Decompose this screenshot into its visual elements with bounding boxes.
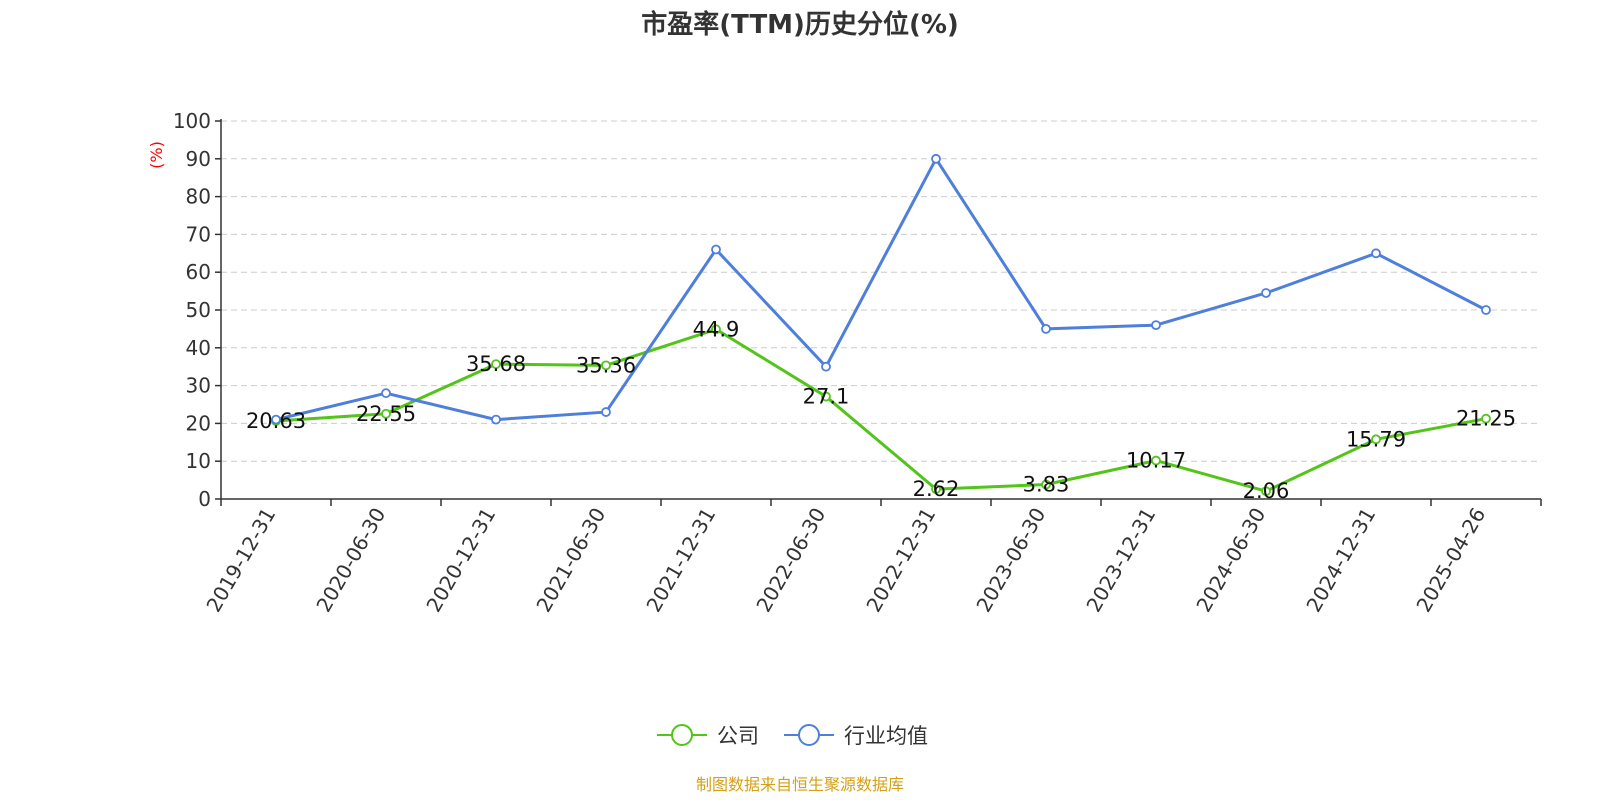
data-point	[821, 391, 831, 402]
data-label: 27.1	[803, 385, 850, 409]
legend-item-0[interactable]: 公司	[657, 724, 759, 748]
data-label: 21.25	[1456, 407, 1516, 431]
data-label: 22.55	[356, 402, 416, 426]
data-point	[601, 360, 611, 371]
x-tick-label: 2023-06-30	[971, 504, 1050, 617]
data-point	[711, 324, 721, 335]
x-tick-label: 2021-12-31	[641, 504, 720, 617]
x-tick-label: 2024-06-30	[1191, 504, 1270, 617]
y-tick-label: 60	[186, 260, 211, 284]
data-point	[931, 484, 941, 494]
grid-lines	[221, 120, 1541, 462]
legend-marker	[798, 724, 820, 746]
data-point	[1481, 305, 1491, 315]
series-line	[275, 157, 1487, 422]
data-point	[381, 408, 391, 419]
x-tick-label: 2022-06-30	[751, 504, 830, 617]
y-tick-label: 30	[186, 374, 211, 398]
source-note: 制图数据来自恒生聚源数据库	[696, 775, 904, 794]
data-point	[1151, 455, 1161, 466]
y-tick-label: 90	[186, 147, 211, 171]
legend-item-1[interactable]: 行业均值	[784, 724, 928, 748]
data-label: 35.68	[466, 352, 526, 376]
y-axis-unit-label: (%)	[147, 141, 166, 169]
series-line	[275, 327, 1487, 493]
data-point	[1371, 434, 1381, 445]
x-tick-label: 2022-12-31	[861, 504, 940, 617]
data-point	[271, 414, 281, 425]
data-point	[491, 359, 501, 370]
legend-marker	[671, 724, 693, 746]
y-tick-label: 50	[186, 298, 211, 322]
y-tick-label: 70	[186, 222, 211, 246]
data-point	[1371, 248, 1381, 259]
data-label: 15.79	[1346, 427, 1406, 451]
data-label: 3.83	[1023, 473, 1070, 497]
chart-title: 市盈率(TTM)历史分位(%)	[641, 9, 959, 40]
y-tick-label: 20	[186, 411, 211, 435]
x-tick-label: 2020-06-30	[311, 504, 390, 617]
data-label: 10.17	[1126, 449, 1186, 473]
y-tick-label: 100	[173, 109, 211, 133]
data-point	[1151, 320, 1161, 331]
data-label: 20.63	[246, 409, 306, 433]
series-layer	[271, 153, 1491, 497]
data-label: 44.9	[693, 317, 740, 341]
data-point	[821, 361, 831, 372]
y-tick-label: 0	[198, 487, 211, 511]
data-point	[601, 407, 611, 417]
data-point	[1261, 486, 1271, 497]
axes: 0 10 20 30 40 50 60 70 80 90 100 2019-12-31 2020-06-…	[173, 109, 1542, 617]
x-tick-label: 2021-06-30	[531, 504, 610, 617]
data-point	[931, 153, 941, 164]
data-labels: 20.63 22.55 35.68 35.36 44.9 27.1 2.62 3.83 10.1…	[246, 317, 1516, 503]
data-label: 2.62	[913, 477, 960, 501]
data-label: 2.06	[1243, 479, 1290, 503]
x-tick-label: 2024-12-31	[1301, 504, 1380, 617]
series-1	[271, 153, 1491, 425]
x-tick-label: 2023-12-31	[1081, 504, 1160, 617]
data-point	[1481, 413, 1491, 424]
y-tick-label: 10	[186, 449, 211, 473]
data-point	[711, 244, 721, 255]
legend-label: 行业均值	[844, 724, 928, 748]
legend[interactable]: 公司 行业均值	[657, 724, 928, 748]
data-point	[1261, 288, 1271, 298]
data-label: 35.36	[576, 353, 636, 377]
data-point	[381, 388, 391, 399]
data-point	[1041, 323, 1051, 334]
x-tick-label: 2025-04-26	[1411, 504, 1490, 617]
y-tick-label: 40	[186, 336, 211, 360]
data-point	[491, 414, 501, 425]
data-point	[1041, 479, 1051, 490]
x-tick-label: 2019-12-31	[201, 504, 280, 617]
legend-label: 公司	[717, 724, 759, 748]
y-tick-label: 80	[186, 185, 211, 209]
x-tick-label: 2020-12-31	[421, 504, 500, 617]
